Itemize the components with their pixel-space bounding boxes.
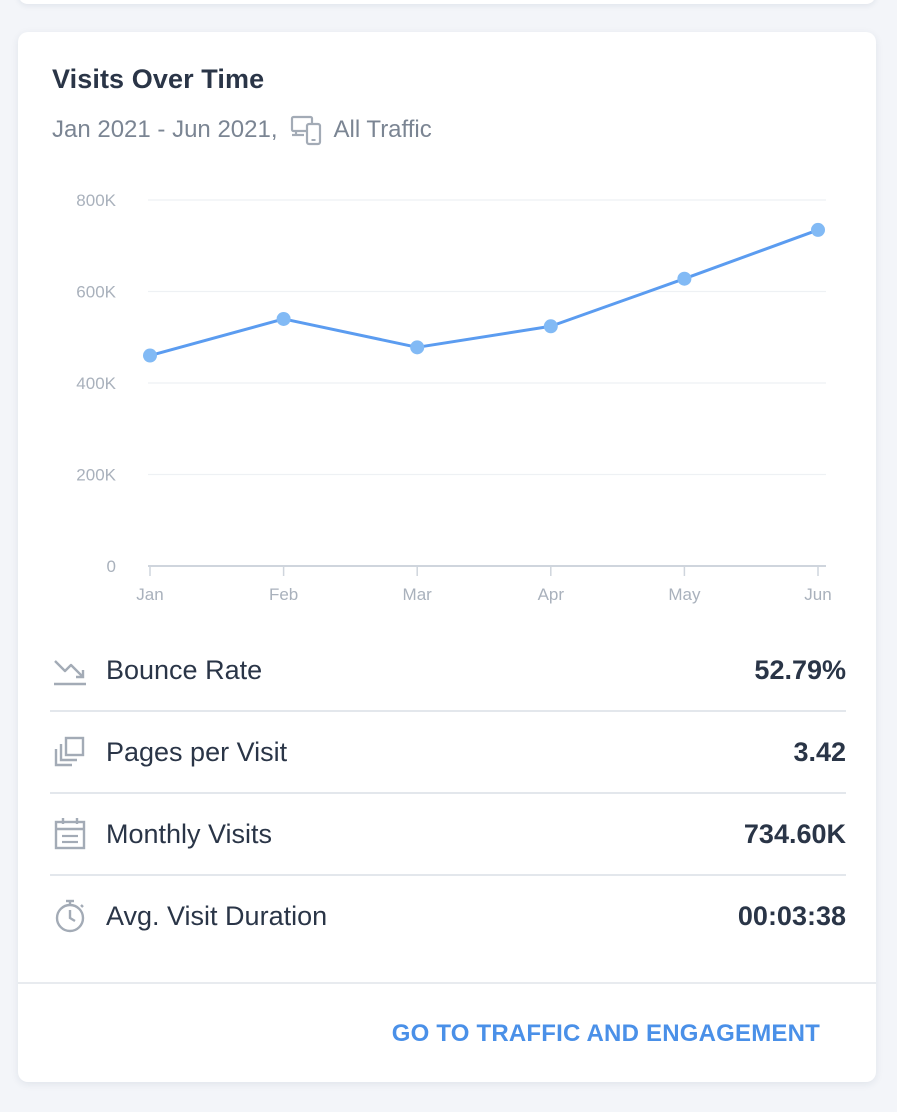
x-tick-label: Jun	[804, 585, 831, 604]
metric-value: 00:03:38	[737, 900, 846, 931]
data-point[interactable]	[410, 340, 425, 355]
visits-line-chart: 0 200K 400K 600K 800K Jan Feb Mar Apr May Jun	[18, 182, 876, 622]
x-tick-label: Jan	[136, 585, 163, 604]
trend-down-icon	[54, 660, 86, 686]
previous-card-edge	[18, 0, 876, 4]
metric-row-bounce-rate: Bounce Rate 52.79%	[50, 630, 846, 712]
chart-series-line	[149, 228, 819, 357]
metric-row-monthly-visits: Monthly Visits 734.60K	[50, 794, 846, 876]
data-point[interactable]	[677, 271, 692, 286]
metric-value: 734.60K	[743, 818, 846, 849]
metric-value: 3.42	[793, 736, 846, 767]
chart-svg: 0 200K 400K 600K 800K Jan Feb Mar Apr May Jun	[76, 191, 831, 604]
metric-value: 52.79%	[754, 654, 846, 685]
traffic-engagement-link[interactable]: GO TO TRAFFIC AND ENGAGEMENT	[391, 1020, 820, 1047]
metric-label: Bounce Rate	[106, 654, 263, 685]
metric-row-avg-visit-duration: Avg. Visit Duration 00:03:38	[50, 876, 846, 956]
y-tick-label: 0	[107, 557, 116, 576]
traffic-filter-label: All Traffic	[333, 116, 432, 143]
y-tick-label: 600K	[76, 283, 116, 302]
devices-icon	[290, 115, 321, 146]
card-title: Visits Over Time	[52, 64, 265, 94]
metric-row-pages-per-visit: Pages per Visit 3.42	[50, 712, 846, 794]
stopwatch-icon	[55, 899, 85, 933]
data-point[interactable]	[143, 348, 157, 363]
series-line	[149, 228, 819, 357]
calendar-icon	[54, 818, 86, 850]
visits-over-time-card: Visits Over Time Jan 2021 - Jun 2021, Al…	[18, 32, 876, 1082]
x-tick-label: May	[668, 585, 701, 604]
chart-data-points	[143, 222, 825, 363]
card-footer: GO TO TRAFFIC AND ENGAGEMENT	[18, 982, 876, 1082]
data-point[interactable]	[811, 222, 825, 237]
metric-label: Pages per Visit	[106, 736, 288, 767]
date-range: Jan 2021 - Jun 2021,	[52, 116, 278, 143]
card-subtitle: Jan 2021 - Jun 2021, All Traffic	[52, 114, 432, 146]
y-tick-label: 400K	[76, 374, 116, 393]
x-tick-label: Feb	[269, 585, 298, 604]
metric-label: Avg. Visit Duration	[106, 900, 328, 931]
chart-x-tick-labels: Jan Feb Mar Apr May Jun	[136, 585, 831, 604]
y-tick-label: 800K	[76, 191, 116, 210]
x-tick-label: Mar	[403, 585, 433, 604]
chart-gridlines	[148, 199, 826, 576]
x-tick-label: Apr	[538, 585, 565, 604]
pages-icon	[54, 736, 85, 767]
metric-label: Monthly Visits	[106, 818, 273, 849]
data-point[interactable]	[276, 311, 291, 326]
data-point[interactable]	[543, 319, 558, 334]
metrics-list: Bounce Rate 52.79% Pages per Visit 3.42 …	[50, 630, 846, 956]
chart-y-tick-labels: 0 200K 400K 600K 800K	[76, 191, 116, 576]
y-tick-label: 200K	[76, 466, 116, 485]
